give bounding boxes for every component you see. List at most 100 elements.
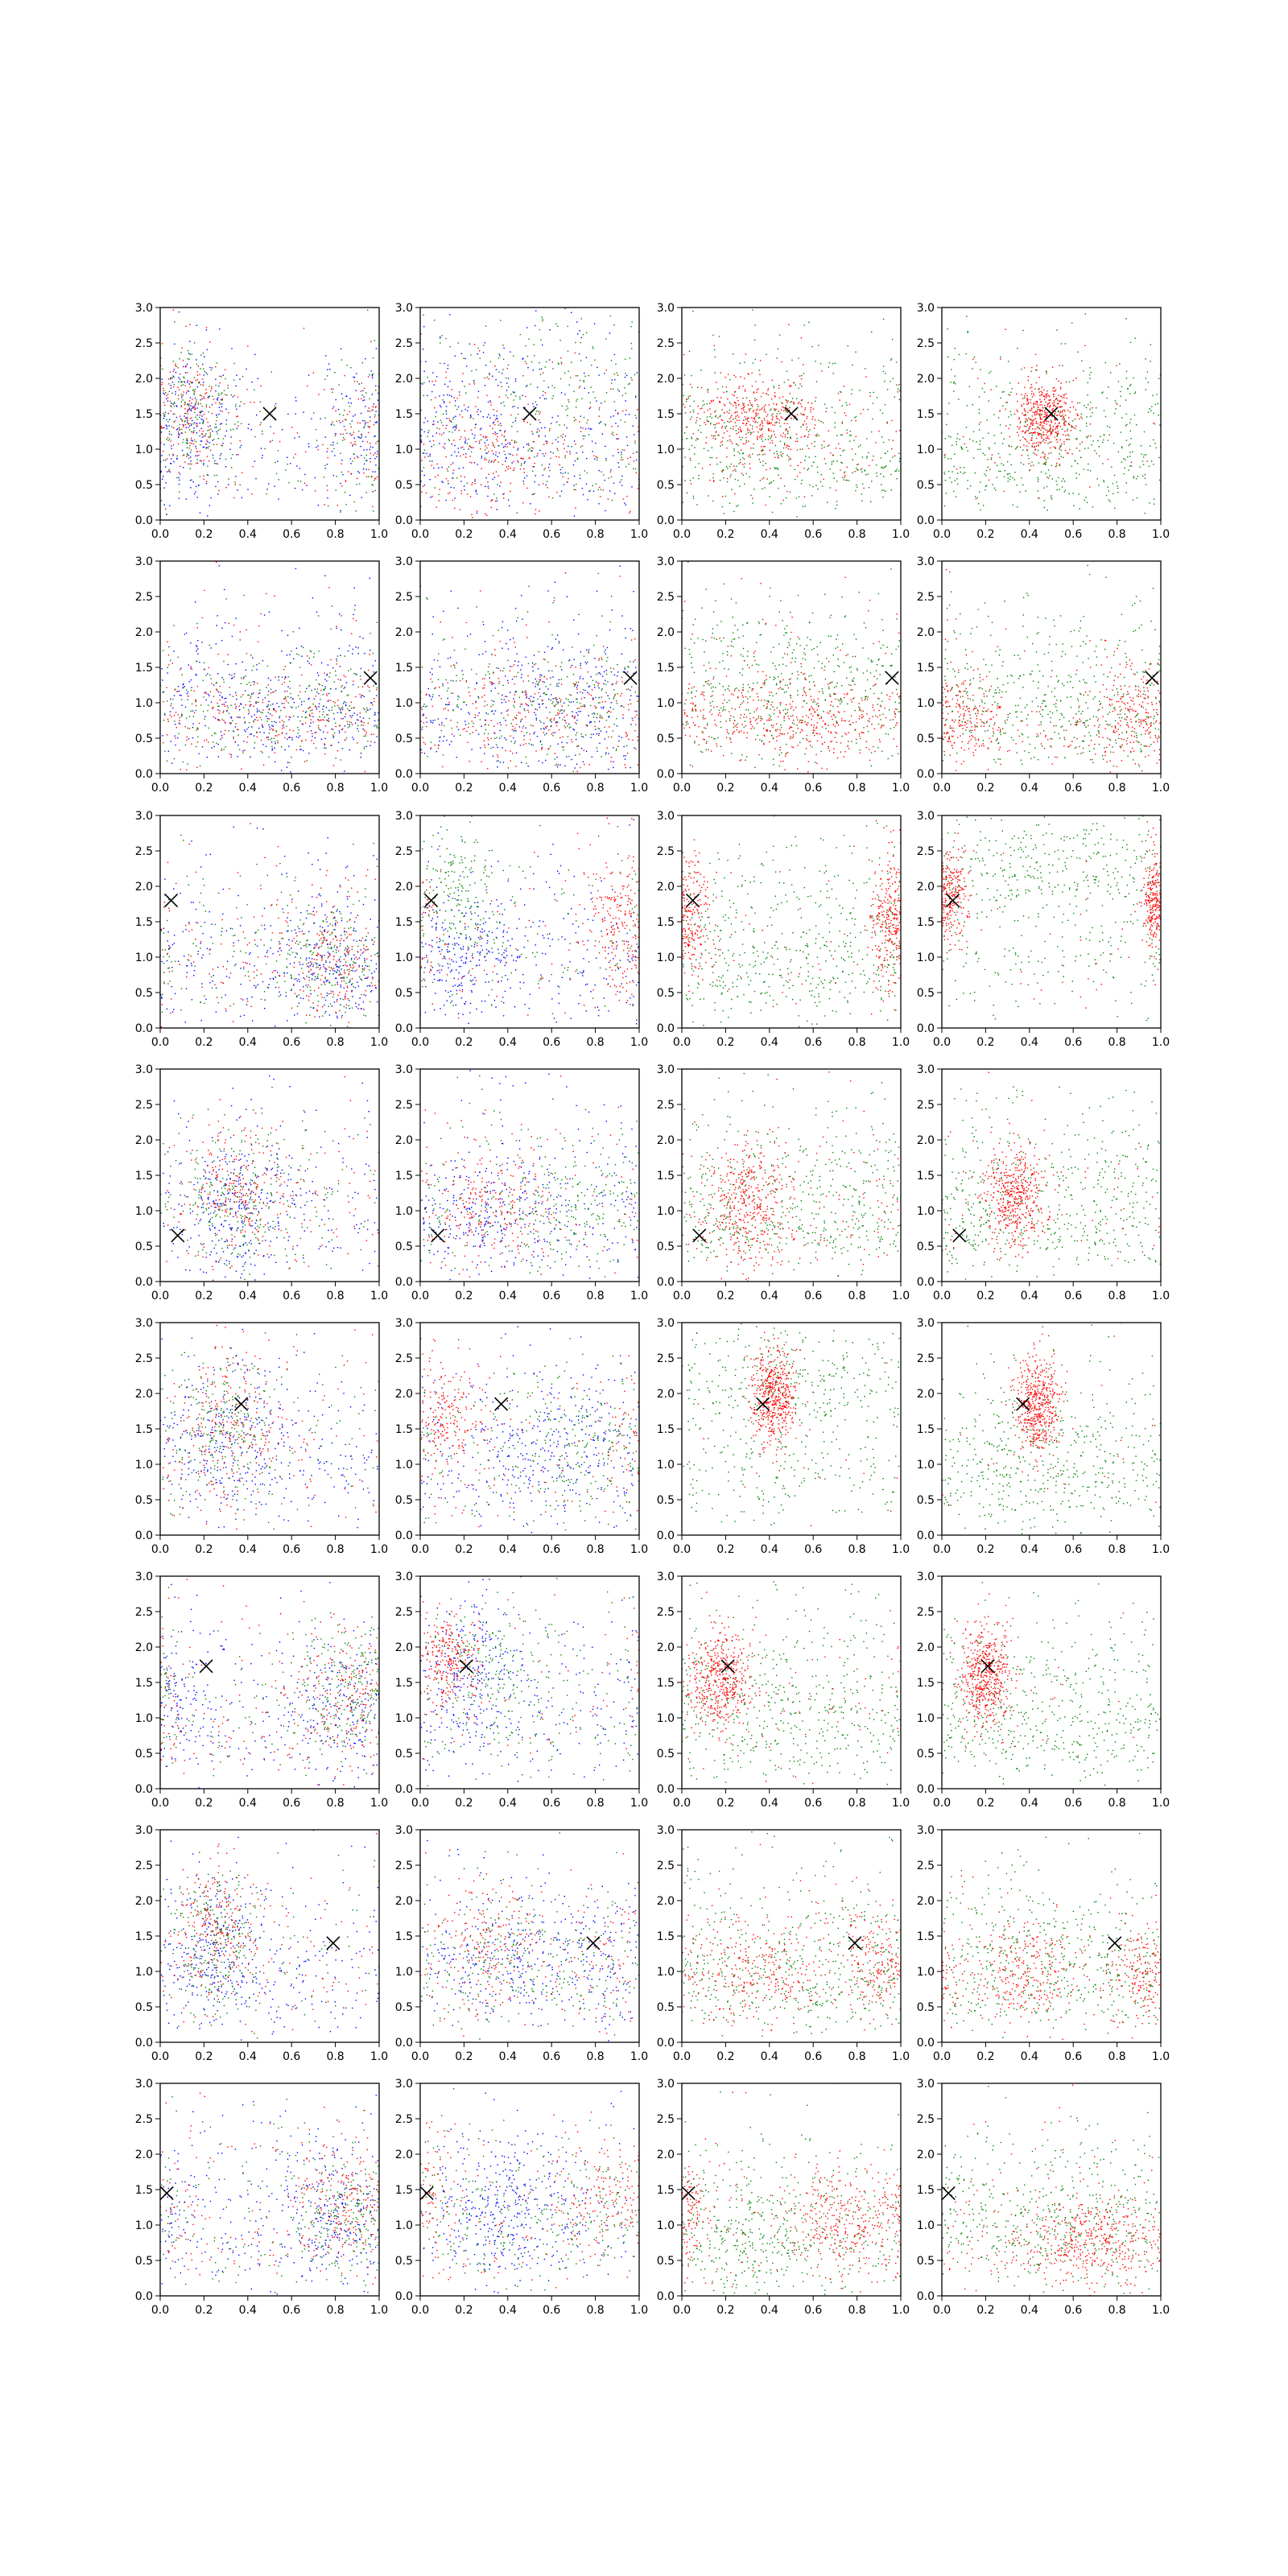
scatter-point (288, 482, 289, 483)
scatter-point (183, 439, 184, 440)
scatter-point (1068, 435, 1069, 436)
scatter-point (494, 460, 495, 461)
scatter-point (595, 397, 596, 398)
y-tick-label: 1.0 (657, 444, 675, 456)
scatter-point (1056, 378, 1057, 379)
scatter-point (189, 681, 190, 682)
scatter-point (301, 716, 302, 717)
scatter-point (880, 473, 881, 474)
scatter-point (1133, 476, 1134, 477)
scatter-point (1009, 473, 1010, 474)
scatter-point (744, 483, 745, 484)
scatter-point (276, 473, 277, 474)
scatter-point (363, 449, 364, 450)
scatter-point (342, 685, 343, 686)
scatter-point (224, 589, 225, 590)
scatter-point (1059, 446, 1060, 447)
scatter-point (954, 376, 955, 377)
scatter-point (481, 457, 482, 458)
scatter-point (898, 470, 899, 471)
scatter-point (286, 733, 287, 734)
scatter-point (197, 407, 198, 408)
scatter-point (693, 411, 694, 412)
scatter-point (591, 428, 592, 429)
scatter-point (289, 729, 290, 730)
scatter-point (427, 436, 428, 437)
scatter-point (449, 381, 450, 382)
scatter-point (746, 440, 747, 441)
scatter-point (1128, 388, 1129, 389)
scatter-point (183, 391, 184, 392)
scatter-point (822, 485, 823, 486)
scatter-point (754, 422, 755, 423)
x-tick-label: 1.0 (630, 528, 648, 541)
scatter-point (1145, 478, 1146, 479)
scatter-point (694, 447, 695, 448)
scatter-point (627, 458, 628, 459)
scatter-point (1040, 417, 1041, 418)
scatter-point (331, 388, 332, 389)
scatter-point (329, 676, 330, 677)
scatter-point (847, 432, 848, 433)
scatter-point (259, 411, 260, 412)
scatter-point (899, 399, 900, 400)
scatter-point (1032, 428, 1033, 429)
scatter-point (218, 490, 219, 491)
scatter-point (471, 514, 472, 515)
scatter-point (213, 444, 214, 445)
scatter-point (1027, 420, 1028, 421)
scatter-point (1005, 425, 1006, 426)
scatter-point (1080, 457, 1081, 458)
scatter-point (494, 447, 495, 448)
scatter-point (480, 435, 481, 436)
scatter-point (883, 366, 884, 367)
scatter-point (547, 487, 548, 488)
scatter-point (349, 398, 350, 399)
scatter-point (333, 736, 334, 737)
x-tick-label: 0.2 (455, 528, 473, 541)
scatter-point (701, 387, 702, 388)
scatter-point (373, 510, 374, 511)
scatter-point (362, 441, 363, 442)
scatter-point (979, 429, 980, 430)
scatter-point (240, 440, 241, 441)
scatter-point (534, 355, 535, 356)
scatter-point (218, 691, 219, 692)
scatter-point (181, 385, 182, 386)
scatter-point (1043, 439, 1044, 440)
scatter-point (840, 462, 841, 463)
scatter-point (547, 441, 548, 442)
scatter-point (185, 707, 186, 708)
scatter-point (1060, 389, 1061, 390)
scatter-point (274, 748, 275, 749)
scatter-point (470, 416, 471, 417)
scatter-point (519, 396, 520, 397)
scatter-point (213, 398, 214, 399)
scatter-point (989, 448, 990, 449)
scatter-point (1094, 450, 1095, 451)
scatter-point (214, 460, 215, 461)
scatter-point (807, 402, 808, 403)
scatter-point (492, 499, 493, 500)
scatter-point (230, 429, 231, 430)
scatter-point (221, 403, 222, 404)
scatter-point (795, 385, 796, 386)
scatter-point (849, 435, 850, 436)
scatter-point (467, 482, 468, 483)
x-tick-label: 1.0 (1152, 528, 1170, 541)
scatter-point (365, 422, 366, 423)
scatter-point (545, 392, 546, 393)
scatter-point (536, 431, 537, 432)
scatter-point (1056, 329, 1057, 330)
scatter-point (209, 505, 210, 506)
scatter-point (223, 711, 224, 712)
scatter-point (581, 337, 582, 338)
scatter-point (206, 739, 207, 740)
scatter-point (191, 417, 192, 418)
scatter-point (1059, 465, 1060, 466)
scatter-point (298, 737, 299, 738)
scatter-point (367, 441, 368, 442)
scatter-point (786, 491, 787, 492)
scatter-point (424, 431, 425, 432)
scatter-point (315, 737, 316, 738)
